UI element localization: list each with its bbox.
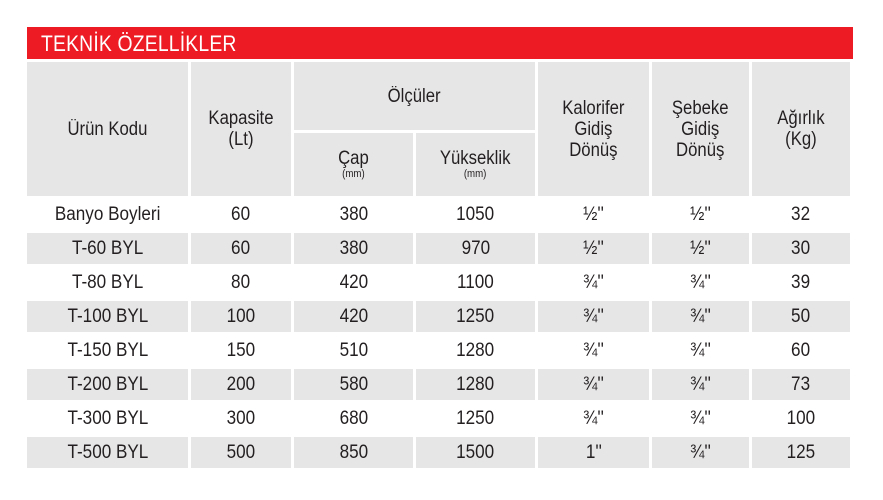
cell-yukseklik: 1280 [416, 369, 535, 400]
table-row: T-60 BYL 60 380 970 ½'' ½'' 30 [27, 233, 850, 264]
cell-urun-kodu: T-80 BYL [71, 271, 144, 293]
cell-cap: 380 [339, 203, 368, 225]
cell-cap: 510 [339, 339, 368, 361]
cell-kapasite: 150 [226, 339, 256, 361]
section-title-bar: TEKNİK ÖZELLİKLER [27, 27, 853, 59]
header-urun-kodu: Ürün Kodu [27, 62, 188, 196]
header-cap: Çap (mm) [294, 133, 413, 196]
cell-agirlik: 50 [752, 301, 850, 332]
cell-kalorifer: ¾'' [538, 301, 649, 332]
cell-agirlik: 100 [786, 407, 816, 429]
cell-cap: 580 [294, 369, 413, 400]
header-agirlik: Ağırlık (Kg) [752, 62, 850, 196]
cell-agirlik: 32 [791, 203, 811, 225]
cell-cap: 380 [294, 233, 413, 264]
cell-kalorifer: ¾'' [538, 369, 649, 400]
cell-yukseklik: 1050 [456, 203, 495, 225]
cell-urun-kodu: T-150 BYL [67, 339, 148, 361]
cell-yukseklik: 1500 [416, 437, 535, 468]
cell-cap: 420 [339, 271, 368, 293]
cell-sebeke: ¾'' [690, 407, 711, 429]
cell-kapasite: 60 [191, 233, 291, 264]
cell-urun-kodu: T-100 BYL [27, 301, 188, 332]
cell-kapasite: 60 [231, 203, 251, 225]
cell-kapasite: 80 [231, 271, 251, 293]
cell-kapasite: 300 [226, 407, 256, 429]
table-row: T-300 BYL 300 680 1250 ¾'' ¾'' 100 [27, 403, 850, 434]
cell-yukseklik: 970 [416, 233, 535, 264]
cell-urun-kodu: T-500 BYL [27, 437, 188, 468]
cell-agirlik: 73 [752, 369, 850, 400]
table-row: T-500 BYL 500 850 1500 1'' ¾'' 125 [27, 437, 850, 468]
table-row: T-200 BYL 200 580 1280 ¾'' ¾'' 73 [27, 369, 850, 400]
section-title: TEKNİK ÖZELLİKLER [41, 31, 237, 56]
table-row: T-150 BYL 150 510 1280 ¾'' ¾'' 60 [27, 335, 850, 366]
cell-kalorifer: ½'' [538, 233, 649, 264]
cell-urun-kodu: Banyo Boyleri [54, 203, 161, 225]
cell-kalorifer: ¾'' [583, 339, 604, 361]
cell-urun-kodu: T-300 BYL [67, 407, 148, 429]
table-row: T-100 BYL 100 420 1250 ¾'' ¾'' 50 [27, 301, 850, 332]
cell-kalorifer: ½'' [583, 203, 604, 225]
header-olculer: Ölçüler [294, 62, 535, 130]
cell-sebeke: ¾'' [652, 369, 749, 400]
cell-sebeke: ¾'' [690, 339, 711, 361]
cell-agirlik: 125 [752, 437, 850, 468]
cell-cap: 420 [294, 301, 413, 332]
cell-sebeke: ½'' [690, 203, 711, 225]
cell-yukseklik: 1250 [416, 301, 535, 332]
cell-agirlik: 39 [791, 271, 811, 293]
cell-agirlik: 30 [752, 233, 850, 264]
cell-sebeke: ¾'' [652, 301, 749, 332]
cell-sebeke: ¾'' [690, 271, 711, 293]
cell-urun-kodu: T-60 BYL [27, 233, 188, 264]
cell-yukseklik: 1100 [457, 271, 494, 293]
cell-yukseklik: 1250 [456, 407, 495, 429]
cell-cap: 850 [294, 437, 413, 468]
spec-table: Ürün Kodu Kapasite (Lt) Ölçüler Kalorifer… [24, 59, 853, 471]
header-kalorifer: Kalorifer Gidiş Dönüş [538, 62, 649, 196]
cell-sebeke: ¾'' [652, 437, 749, 468]
header-sebeke: Şebeke Gidiş Dönüş [652, 62, 749, 196]
cell-kapasite: 100 [191, 301, 291, 332]
cell-kapasite: 200 [191, 369, 291, 400]
cell-urun-kodu: T-200 BYL [27, 369, 188, 400]
cell-kalorifer: 1'' [538, 437, 649, 468]
header-kapasite: Kapasite (Lt) [191, 62, 291, 196]
cell-agirlik: 60 [791, 339, 811, 361]
cell-kalorifer: ¾'' [583, 271, 604, 293]
cell-sebeke: ½'' [652, 233, 749, 264]
cell-cap: 680 [339, 407, 368, 429]
table-row: T-80 BYL 80 420 1100 ¾'' ¾'' 39 [27, 267, 850, 298]
table-row: Banyo Boyleri 60 380 1050 ½'' ½'' 32 [27, 199, 850, 230]
header-yukseklik: Yükseklik (mm) [416, 133, 535, 196]
cell-kapasite: 500 [191, 437, 291, 468]
cell-yukseklik: 1280 [456, 339, 495, 361]
cell-kalorifer: ¾'' [583, 407, 604, 429]
